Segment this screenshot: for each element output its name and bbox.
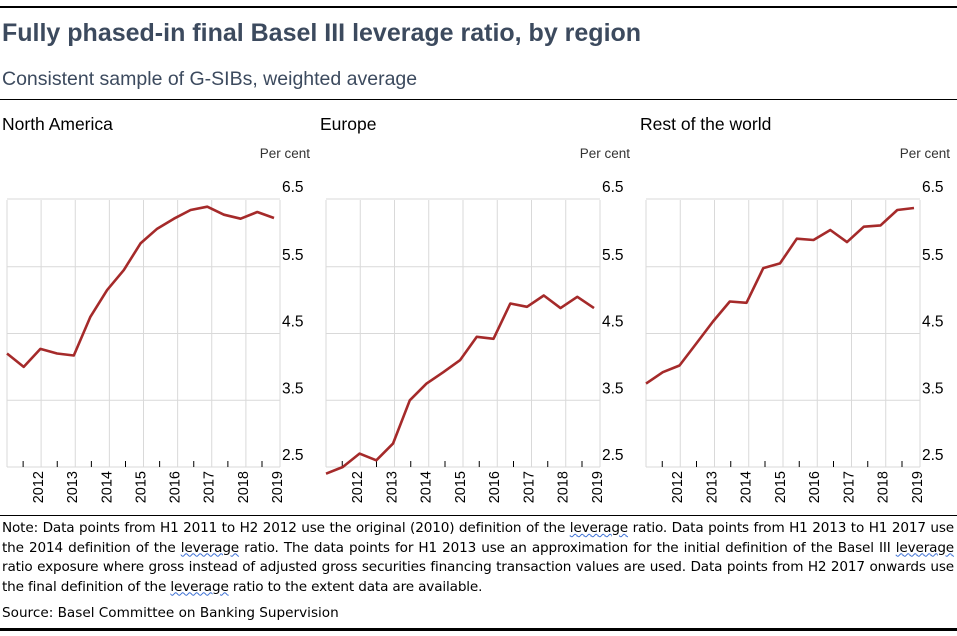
x-tick-label: 2016 [487,471,503,503]
title-divider [0,99,957,100]
x-tick-label: 2014 [99,471,115,503]
x-tick-label: 2015 [133,471,149,503]
y-tick-label: 3.5 [602,380,624,397]
series-line [325,294,595,475]
x-tick-label: 2012 [670,471,686,503]
x-tick-label: 2013 [65,471,81,503]
x-tick-label: 2013 [704,471,720,503]
y-tick-label: 6.5 [282,179,304,196]
chart-subtitle: Consistent sample of G-SIBs, weighted av… [2,68,418,90]
y-tick-label: 6.5 [922,179,944,196]
x-tick-label: 2015 [773,471,789,503]
notes-divider [0,515,957,516]
x-tick-label: 2016 [168,471,184,503]
x-tick-label: 2012 [31,471,47,503]
x-tick-label: 2018 [876,471,892,503]
y-tick-label: 2.5 [602,447,624,464]
note-term: leverage [569,520,629,536]
note-term: leverage [895,539,955,556]
panel-title: Rest of the world [640,114,771,134]
unit-label: Per cent [580,146,631,161]
note-text: ratio to the extent data are available. [228,578,483,595]
unit-label: Per cent [900,146,951,161]
y-tick-label: 5.5 [602,247,624,264]
chart-title: Fully phased-in final Basel III leverage… [2,19,642,47]
y-tick-label: 4.5 [922,314,944,331]
note-text: ratio exposure where gross instead of ad… [2,559,954,595]
x-tick-label: 2017 [202,471,218,503]
x-tick-label: 2013 [384,471,400,503]
y-tick-label: 2.5 [282,447,304,464]
y-tick-label: 3.5 [282,380,304,397]
footnote: Note: Data points from H1 2011 to H2 201… [2,519,954,597]
y-tick-label: 4.5 [602,314,624,331]
x-tick-label: 2016 [807,471,823,503]
y-tick-label: 2.5 [922,447,944,464]
x-tick-label: 2018 [556,471,572,503]
x-tick-label: 2019 [590,471,606,503]
unit-label: Per cent [260,146,311,161]
x-tick-label: 2019 [910,471,926,503]
x-tick-label: 2015 [453,471,469,503]
note-text: ratio. Data points from H1 2013 to H1 20… [2,520,954,556]
y-tick-label: 5.5 [282,247,304,264]
note-text: ratio. The data points for H1 2013 use a… [239,539,896,556]
note-term: leverage [180,539,240,556]
note-text: Note: Data points from H1 2011 to H2 201… [2,520,570,536]
x-tick-label: 2019 [270,471,286,503]
y-tick-label: 5.5 [922,247,944,264]
y-tick-label: 4.5 [282,314,304,331]
note-term: leverage [170,578,229,595]
charts-area: North America Per cent 6.5 5.5 4.5 3.5 2.5 2012… [2,114,951,503]
x-tick-label: 2012 [350,471,366,503]
x-tick-label: 2014 [419,471,435,503]
y-tick-label: 3.5 [922,380,944,397]
panel-title: North America [2,114,113,134]
bottom-rule [0,628,957,631]
x-tick-label: 2017 [841,471,857,503]
source-text: Source: Basel Committee on Banking Super… [2,605,339,621]
panel-title: Europe [320,114,376,134]
x-tick-label: 2014 [739,471,755,503]
series-line [6,205,275,369]
top-rule [0,6,957,8]
series-line [645,206,915,385]
y-tick-label: 6.5 [602,179,624,196]
x-tick-label: 2018 [236,471,252,503]
x-tick-label: 2017 [521,471,537,503]
